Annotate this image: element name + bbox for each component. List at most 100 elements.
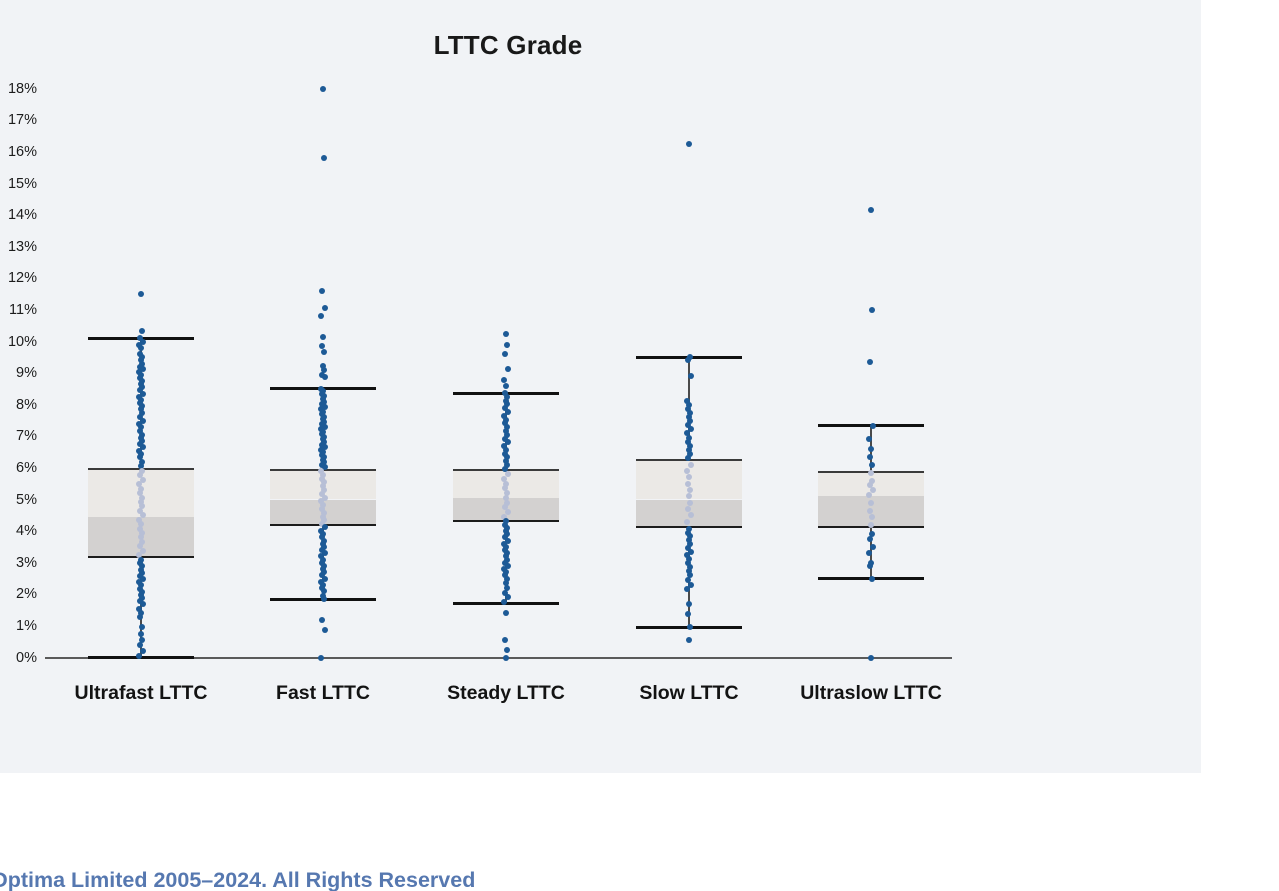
data-point (504, 341, 510, 348)
data-point (685, 356, 691, 363)
data-point (868, 559, 874, 566)
data-point (318, 498, 324, 505)
data-point (139, 636, 145, 643)
data-point (688, 461, 694, 468)
data-point (322, 464, 328, 471)
data-point (322, 403, 328, 410)
copyright-text: Optima Limited 2005–2024. All Rights Res… (0, 868, 476, 891)
data-point (687, 442, 693, 449)
data-point (684, 397, 690, 404)
data-point (502, 572, 508, 579)
data-point (685, 505, 691, 512)
y-tick-label: 8% (16, 396, 37, 413)
data-point (137, 490, 143, 497)
data-point (502, 534, 508, 541)
data-point (139, 354, 145, 361)
data-point (685, 438, 691, 445)
data-point (503, 382, 509, 389)
data-point (140, 648, 146, 655)
data-point (139, 624, 145, 631)
data-point (687, 533, 693, 540)
data-point (502, 435, 508, 442)
data-point (503, 517, 509, 524)
data-point (138, 381, 144, 388)
data-point (504, 646, 510, 653)
data-point (686, 414, 692, 421)
data-point (319, 616, 325, 623)
y-tick-label: 5% (16, 491, 37, 508)
data-point (137, 560, 143, 567)
data-point (686, 493, 692, 500)
data-point (501, 475, 507, 482)
data-point (138, 345, 144, 352)
data-point (320, 566, 326, 573)
y-tick-label: 17% (7, 112, 37, 129)
data-point (137, 441, 143, 448)
data-point (687, 450, 693, 457)
data-point (139, 360, 145, 367)
data-point (320, 471, 326, 478)
data-point (866, 550, 872, 557)
data-point (140, 390, 146, 397)
data-point (504, 431, 510, 438)
data-point (318, 468, 324, 475)
data-point (687, 409, 693, 416)
data-point (136, 368, 142, 375)
data-point (684, 430, 690, 437)
data-point (505, 594, 511, 601)
data-point (136, 516, 142, 523)
data-point (867, 482, 873, 489)
data-point (503, 580, 509, 587)
data-point (688, 373, 694, 380)
data-point (504, 393, 510, 400)
data-point (502, 450, 508, 457)
y-tick-label: 14% (7, 207, 37, 224)
data-point (502, 466, 508, 473)
data-point (137, 572, 143, 579)
data-point (503, 458, 509, 465)
y-tick-label: 3% (16, 554, 37, 571)
data-point (685, 405, 691, 412)
data-point (503, 416, 509, 423)
data-point (319, 521, 325, 528)
y-tick-label: 4% (16, 523, 37, 540)
data-point (137, 598, 143, 605)
data-point (868, 445, 874, 452)
data-point (503, 528, 509, 535)
data-point (137, 427, 143, 434)
y-tick-label: 6% (16, 459, 37, 476)
data-point (686, 600, 692, 607)
data-point (869, 513, 875, 520)
data-point (687, 541, 693, 548)
data-point (868, 654, 874, 661)
data-point (503, 543, 509, 550)
data-point (869, 461, 875, 468)
data-point (321, 543, 327, 550)
data-point (321, 479, 327, 486)
data-point (870, 487, 876, 494)
y-tick-label: 11% (9, 301, 37, 318)
data-point (502, 559, 508, 566)
data-point (138, 291, 144, 298)
data-point (138, 450, 144, 457)
data-point (866, 491, 872, 498)
data-point (505, 509, 511, 516)
data-point (501, 412, 507, 419)
data-point (321, 537, 327, 544)
data-point (136, 552, 142, 559)
data-point (138, 406, 144, 413)
data-point (687, 418, 693, 425)
data-point (504, 550, 510, 557)
y-tick-label: 7% (16, 428, 37, 445)
data-point (866, 436, 872, 443)
data-point (320, 513, 326, 520)
y-tick-label: 2% (16, 586, 37, 603)
data-point (139, 563, 145, 570)
category-label: Ultraslow LTTC (800, 682, 942, 704)
data-point (870, 422, 876, 429)
data-point (139, 595, 145, 602)
data-point (504, 454, 510, 461)
data-point (320, 540, 326, 547)
data-point (684, 585, 690, 592)
data-point (139, 403, 145, 410)
